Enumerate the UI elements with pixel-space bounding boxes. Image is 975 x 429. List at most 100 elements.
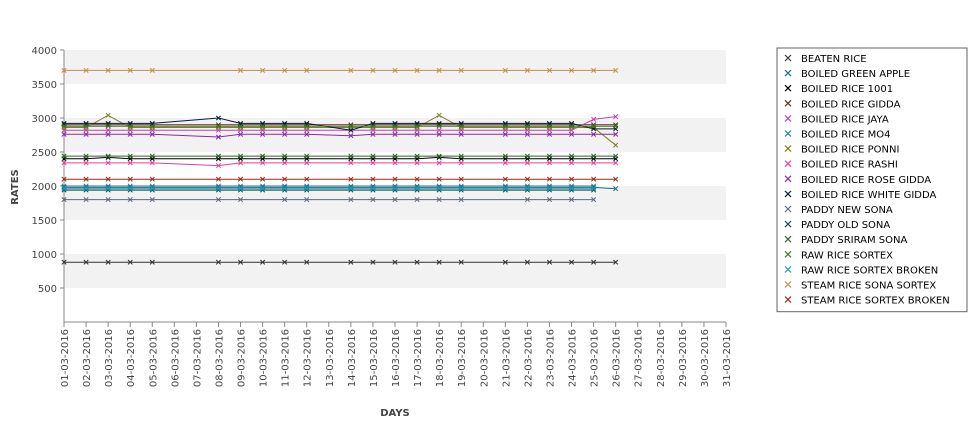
data-point-marker — [149, 186, 155, 192]
data-point-marker — [215, 186, 222, 192]
data-point-marker — [215, 163, 222, 169]
grid-band — [64, 220, 726, 254]
series — [61, 259, 619, 265]
legend-marker — [784, 205, 792, 213]
data-point-marker — [61, 176, 67, 182]
data-point-marker — [282, 131, 288, 137]
data-point-marker — [83, 186, 89, 192]
x-tick-label: 17-03-2016 — [413, 329, 424, 387]
data-point-marker — [568, 123, 575, 129]
data-point-marker — [613, 259, 619, 265]
legend-marker — [784, 281, 792, 288]
grid-band — [64, 152, 726, 186]
x-tick-label: 08-03-2016 — [214, 329, 225, 387]
data-point-marker — [83, 176, 89, 182]
legend-marker — [784, 175, 792, 183]
data-point-marker — [436, 197, 442, 203]
data-point-marker — [591, 186, 597, 192]
data-point-marker — [215, 123, 222, 129]
data-point-marker — [237, 176, 244, 182]
legend-label: BOILED RICE 1001 — [801, 84, 893, 95]
data-point-marker — [591, 131, 597, 137]
data-point-marker — [392, 160, 398, 166]
series-line — [64, 133, 616, 138]
series-line — [64, 186, 616, 190]
y-tick-label: 1000 — [32, 250, 57, 261]
data-point-marker — [237, 160, 244, 166]
data-point-marker — [304, 160, 310, 166]
legend-label: STEAM RICE SORTEX BROKEN — [801, 296, 950, 307]
data-point-marker — [502, 123, 508, 129]
x-tick-label: 20-03-2016 — [479, 329, 490, 387]
y-tick-label: 1500 — [32, 216, 57, 227]
data-point-marker — [127, 131, 133, 137]
data-point-marker — [370, 186, 376, 192]
legend-marker — [784, 250, 792, 258]
data-point-marker — [282, 259, 288, 265]
x-tick-label: 13-03-2016 — [325, 329, 336, 387]
legend-marker — [784, 99, 792, 107]
data-point-marker — [127, 153, 133, 159]
data-point-marker — [502, 186, 508, 192]
data-point-marker — [524, 123, 530, 129]
data-point-marker — [392, 176, 398, 182]
x-tick-label: 11-03-2016 — [281, 329, 292, 387]
x-tick-label: 27-03-2016 — [634, 329, 645, 387]
data-point-marker — [304, 176, 310, 182]
legend-label: BOILED RICE WHITE GIDDA — [801, 190, 937, 201]
data-point-marker — [348, 259, 354, 265]
data-point-marker — [149, 160, 155, 166]
data-point-marker — [149, 131, 155, 137]
x-tick-label: 29-03-2016 — [678, 329, 689, 387]
x-axis-title: DAYS — [380, 408, 410, 419]
data-point-marker — [105, 123, 111, 129]
data-point-marker — [105, 186, 111, 192]
data-point-marker — [348, 176, 354, 182]
data-point-marker — [392, 186, 398, 192]
x-tick-label: 21-03-2016 — [501, 329, 512, 387]
y-axis-ticks: 500 1000 1500 2000 2500 3000 3500 4000 — [32, 46, 64, 295]
legend-marker — [784, 220, 792, 228]
data-point-marker — [149, 176, 155, 182]
legend-marker — [784, 69, 792, 77]
data-point-marker — [127, 186, 133, 192]
data-point-marker — [591, 160, 597, 166]
data-point-marker — [83, 123, 89, 129]
data-point-marker — [348, 153, 354, 159]
data-point-marker — [568, 160, 575, 166]
data-point-marker — [546, 123, 553, 129]
data-point-marker — [458, 153, 464, 159]
y-tick-label: 3000 — [32, 114, 57, 125]
data-point-marker — [83, 160, 89, 166]
data-point-marker — [502, 176, 508, 182]
legend-label: RAW RICE SORTEX BROKEN — [801, 265, 938, 276]
legend-label: BOILED RICE ROSE GIDDA — [801, 175, 931, 186]
data-point-marker — [524, 160, 530, 166]
legend-marker — [784, 54, 792, 62]
data-point-marker — [61, 67, 67, 73]
x-tick-label: 05-03-2016 — [148, 329, 159, 387]
data-point-marker — [436, 186, 442, 192]
data-point-marker — [591, 116, 597, 122]
data-point-marker — [105, 259, 111, 265]
x-tick-label: 18-03-2016 — [435, 329, 446, 387]
x-tick-label: 03-03-2016 — [104, 329, 115, 387]
series — [61, 153, 619, 159]
data-point-marker — [568, 67, 575, 73]
data-point-marker — [392, 123, 398, 129]
data-point-marker — [568, 186, 575, 192]
data-point-marker — [436, 131, 442, 137]
data-point-marker — [458, 131, 464, 137]
legend-marker — [784, 114, 792, 122]
data-point-marker — [61, 131, 67, 137]
data-point-marker — [348, 133, 354, 139]
data-point-marker — [237, 123, 244, 129]
y-tick-label: 500 — [38, 284, 57, 295]
y-axis-title: RATES — [10, 169, 21, 205]
x-tick-label: 23-03-2016 — [545, 329, 556, 387]
data-point-marker — [524, 197, 530, 203]
data-point-marker — [149, 67, 155, 73]
data-point-marker — [348, 197, 354, 203]
data-point-marker — [524, 259, 530, 265]
data-point-marker — [304, 259, 310, 265]
